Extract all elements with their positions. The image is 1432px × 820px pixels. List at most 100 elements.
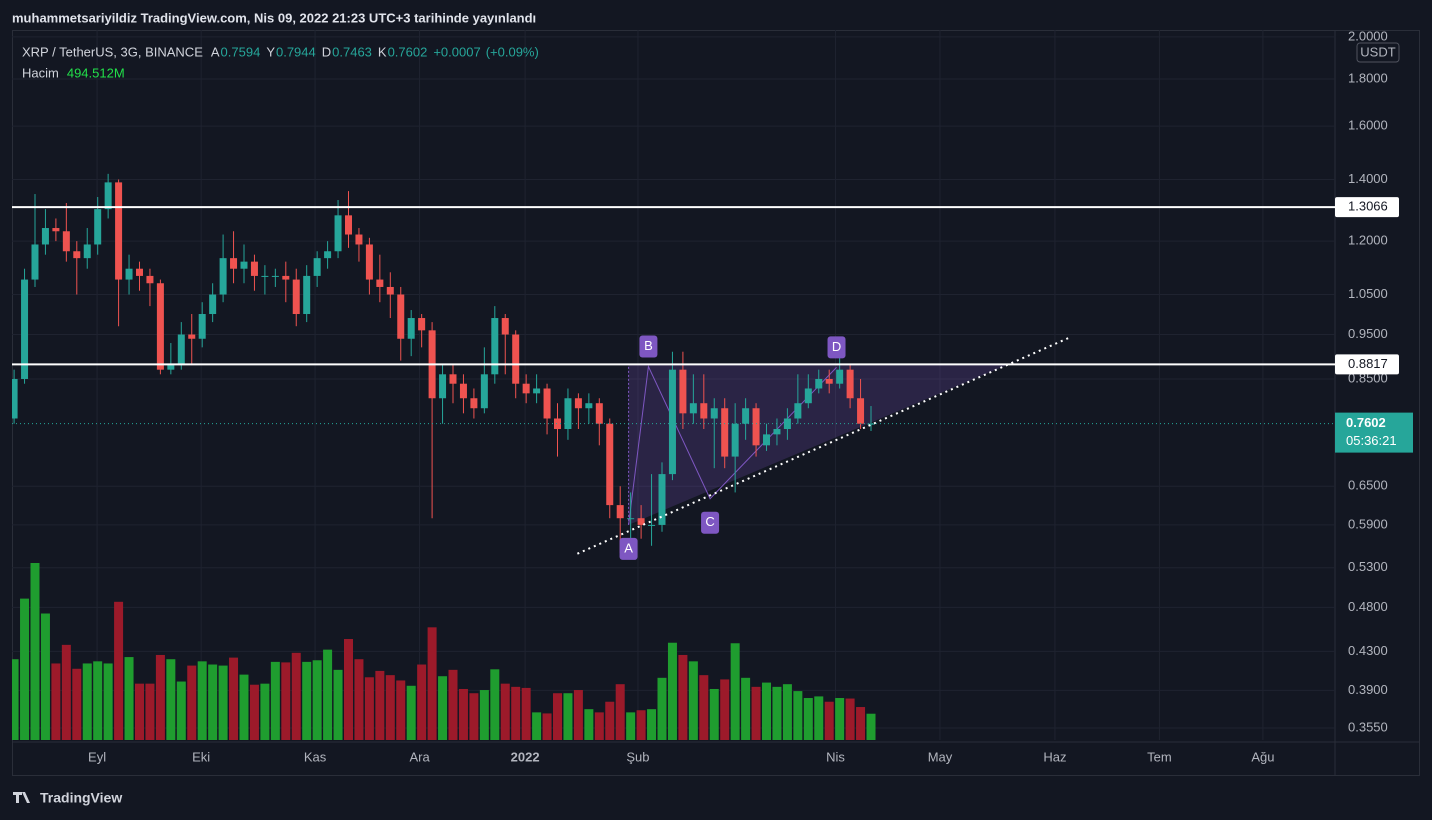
level-label: 0.8817: [1348, 356, 1388, 371]
volume-bar: [187, 665, 197, 740]
candle-body: [386, 286, 394, 295]
volume-bar: [856, 707, 866, 740]
volume-bar: [302, 661, 312, 740]
candle-body: [783, 418, 791, 430]
candle-body: [230, 258, 238, 269]
y-tick-label: 0.3900: [1348, 682, 1388, 697]
volume-bar: [500, 683, 510, 740]
pattern-label-box: [701, 511, 720, 534]
ohlc-key: A: [211, 44, 220, 59]
x-tick-label: Eyl: [88, 749, 106, 764]
candle-body: [794, 403, 802, 419]
candle-body: [135, 268, 143, 276]
x-tick-label: Ara: [409, 749, 430, 764]
volume-bar: [709, 688, 719, 740]
volume-bar: [521, 687, 531, 740]
candle-body: [376, 279, 384, 287]
volume-bar: [615, 684, 625, 740]
volume-value: 494.512M: [67, 65, 125, 80]
level-label: 1.3066: [1348, 199, 1388, 214]
volume-bar: [103, 663, 113, 740]
volume-bar: [20, 598, 30, 740]
y-tick-label: 0.4800: [1348, 599, 1388, 614]
volume-bar: [772, 686, 782, 740]
candle-body: [271, 275, 279, 277]
volume-bar: [699, 675, 709, 740]
y-tick-label: 0.6500: [1348, 478, 1388, 493]
volume-bar: [134, 683, 144, 740]
volume-bar: [584, 709, 594, 740]
volume-bar: [803, 698, 813, 740]
volume-bar: [657, 677, 667, 740]
candle-body: [668, 369, 676, 475]
x-tick-label: Nis: [826, 749, 845, 764]
candle-body: [177, 334, 185, 366]
candle-body: [167, 365, 175, 370]
candle-body: [313, 258, 321, 276]
candle-body: [501, 318, 509, 335]
candle-body: [449, 374, 457, 384]
volume-bar: [458, 688, 468, 740]
ohlc-key: K: [378, 44, 387, 59]
candle-body: [543, 388, 551, 419]
volume-bar: [114, 601, 124, 740]
y-tick-label: 1.4000: [1348, 171, 1388, 186]
y-tick-label: 1.8000: [1348, 70, 1388, 85]
volume-bar: [323, 649, 333, 740]
volume-bar: [469, 693, 479, 740]
volume-bar: [229, 657, 239, 740]
volume-bar: [72, 668, 82, 740]
volume-title: Hacim: [22, 65, 59, 80]
candle-body: [125, 268, 133, 280]
pattern-area: [628, 364, 1009, 525]
pattern-label-box: [619, 537, 638, 560]
candle-body: [773, 429, 781, 435]
brand-logo: [13, 792, 30, 803]
x-tick-label: Eki: [192, 749, 210, 764]
candle-body: [554, 418, 562, 430]
volume-bar: [396, 680, 406, 740]
candle-body: [104, 182, 112, 210]
volume-bar: [824, 701, 834, 740]
candle-body: [689, 403, 697, 414]
y-tick-label: 0.5300: [1348, 559, 1388, 574]
candle-body: [595, 403, 603, 424]
candle-body: [407, 318, 415, 339]
candle-body: [470, 398, 478, 409]
volume-bar: [605, 701, 615, 740]
candle-body: [606, 423, 614, 506]
volume-bar: [782, 684, 792, 740]
volume-bar: [30, 563, 40, 740]
y-tick-label: 1.6000: [1348, 118, 1388, 133]
volume-bar: [354, 659, 364, 740]
volume-bar: [364, 677, 374, 740]
candle-body: [522, 383, 530, 394]
candle-body: [763, 434, 771, 446]
volume-bar: [375, 670, 385, 740]
candle-body: [815, 378, 823, 389]
candle-body: [825, 378, 833, 384]
y-tick-label: 2.0000: [1348, 28, 1388, 43]
y-tick-label: 1.0500: [1348, 286, 1388, 301]
volume-bar: [427, 627, 437, 740]
candle-body: [94, 209, 102, 245]
pattern-line: [628, 364, 837, 525]
volume-bar: [448, 669, 458, 740]
volume-bar: [145, 683, 155, 740]
candle-body: [804, 388, 812, 404]
volume-bar: [312, 660, 322, 740]
pattern-label: D: [832, 339, 841, 354]
x-tick-label: Kas: [304, 749, 327, 764]
currency-box: [1356, 42, 1400, 63]
x-tick-label: Haz: [1043, 749, 1066, 764]
candle-body: [616, 505, 624, 519]
candle-body: [31, 244, 39, 280]
current-price: 0.7602: [1346, 415, 1386, 430]
candle-body: [292, 279, 300, 315]
volume-bar: [814, 696, 824, 740]
x-tick-label: 2022: [511, 749, 540, 764]
candle-body: [146, 275, 154, 284]
x-tick-label: Ağu: [1251, 749, 1274, 764]
ohlc-value: 0.7463: [332, 44, 372, 59]
volume-bar: [166, 659, 176, 740]
